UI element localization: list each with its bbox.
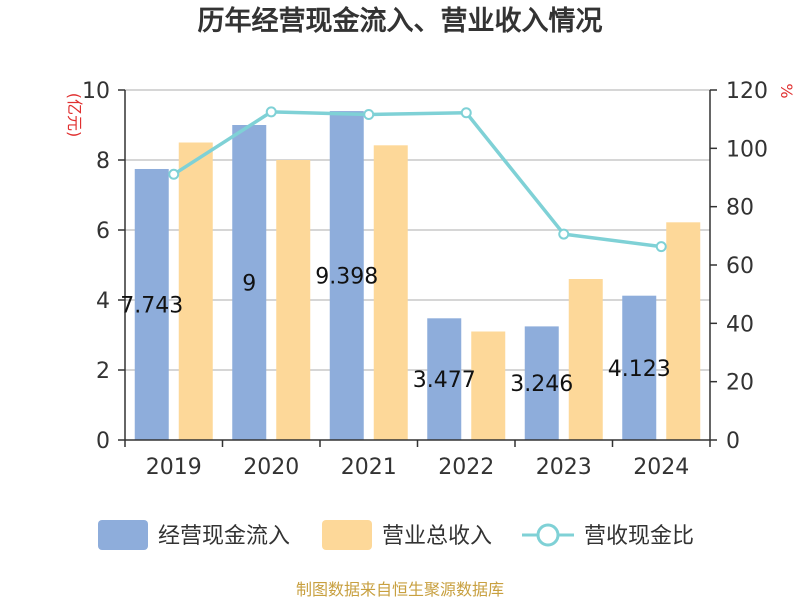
line-layer: [168, 106, 667, 253]
ratio-point: [168, 168, 180, 180]
y-right-tick-label: 100: [726, 137, 768, 162]
data-label-cash-inflow: 9.398: [315, 265, 378, 290]
y-left-tick-label: 4: [96, 289, 110, 314]
y-right-tick-label: 20: [726, 371, 754, 396]
labels-layer: 7.743 9 9.398 3.477 3.246 4.123: [120, 265, 670, 398]
y-right-tick-label: 40: [726, 312, 754, 337]
legend-label-revenue: 营业总收入: [382, 524, 492, 549]
bar-revenue: [178, 142, 213, 440]
ratio-point: [363, 109, 375, 120]
grid-layer: [125, 89, 710, 371]
bars-layer: [134, 111, 701, 441]
bar-cash-inflow: [524, 326, 559, 440]
x-tick-label: 2024: [633, 455, 689, 480]
y-right-tick-label: 0: [726, 429, 740, 454]
bar-cash-inflow: [232, 125, 267, 440]
bar-cash-inflow: [622, 295, 657, 440]
y-left-tick-label: 2: [96, 359, 110, 384]
bar-cash-inflow: [134, 168, 169, 440]
ratio-point: [265, 106, 277, 118]
data-label-cash-inflow: 4.123: [608, 357, 671, 382]
data-label-cash-inflow: 3.246: [510, 372, 573, 397]
source-note: 制图数据来自恒生聚源数据库: [296, 580, 504, 599]
left-axis-unit-label: (亿元): [65, 93, 84, 138]
right-axis-unit-label: %: [777, 83, 796, 98]
x-tick-label: 2020: [243, 455, 299, 480]
x-tick-label: 2019: [146, 455, 202, 480]
legend-label-ratio: 营收现金比: [584, 524, 694, 549]
y-right-tick-label: 120: [726, 79, 768, 104]
data-label-cash-inflow: 3.477: [413, 368, 476, 393]
bar-revenue: [276, 160, 311, 440]
y-left-tick-label: 8: [96, 149, 110, 174]
y-right-tick-label: 80: [726, 196, 754, 221]
legend-swatch-ratio-marker: [536, 523, 560, 547]
y-left-tick-label: 6: [96, 219, 110, 244]
x-tick-label: 2021: [341, 455, 397, 480]
y-left-tick-label: 0: [96, 429, 110, 454]
bar-revenue: [568, 279, 603, 440]
x-tick-label: 2022: [438, 455, 494, 480]
bar-cash-inflow: [329, 111, 364, 440]
bar-cash-inflow: [427, 318, 462, 440]
legend-swatch-revenue: [322, 520, 372, 550]
ratio-line: [172, 110, 662, 249]
bar-revenue: [471, 331, 506, 440]
bar-revenue: [666, 222, 701, 440]
y-left-tick-label: 10: [82, 79, 110, 104]
x-tick-label: 2023: [536, 455, 592, 480]
chart-title: 历年经营现金流入、营业收入情况: [198, 5, 603, 37]
bar-revenue: [373, 145, 408, 441]
ratio-point: [460, 107, 472, 119]
legend: 经营现金流入 营业总收入 营收现金比: [98, 520, 694, 550]
legend-label-cash-inflow: 经营现金流入: [158, 524, 290, 549]
y-right-tick-label: 60: [726, 254, 754, 279]
data-label-cash-inflow: 9: [242, 272, 256, 297]
legend-swatch-cash-inflow: [98, 520, 148, 550]
ratio-point: [558, 228, 570, 240]
ratio-point: [655, 241, 667, 253]
data-label-cash-inflow: 7.743: [120, 293, 183, 318]
